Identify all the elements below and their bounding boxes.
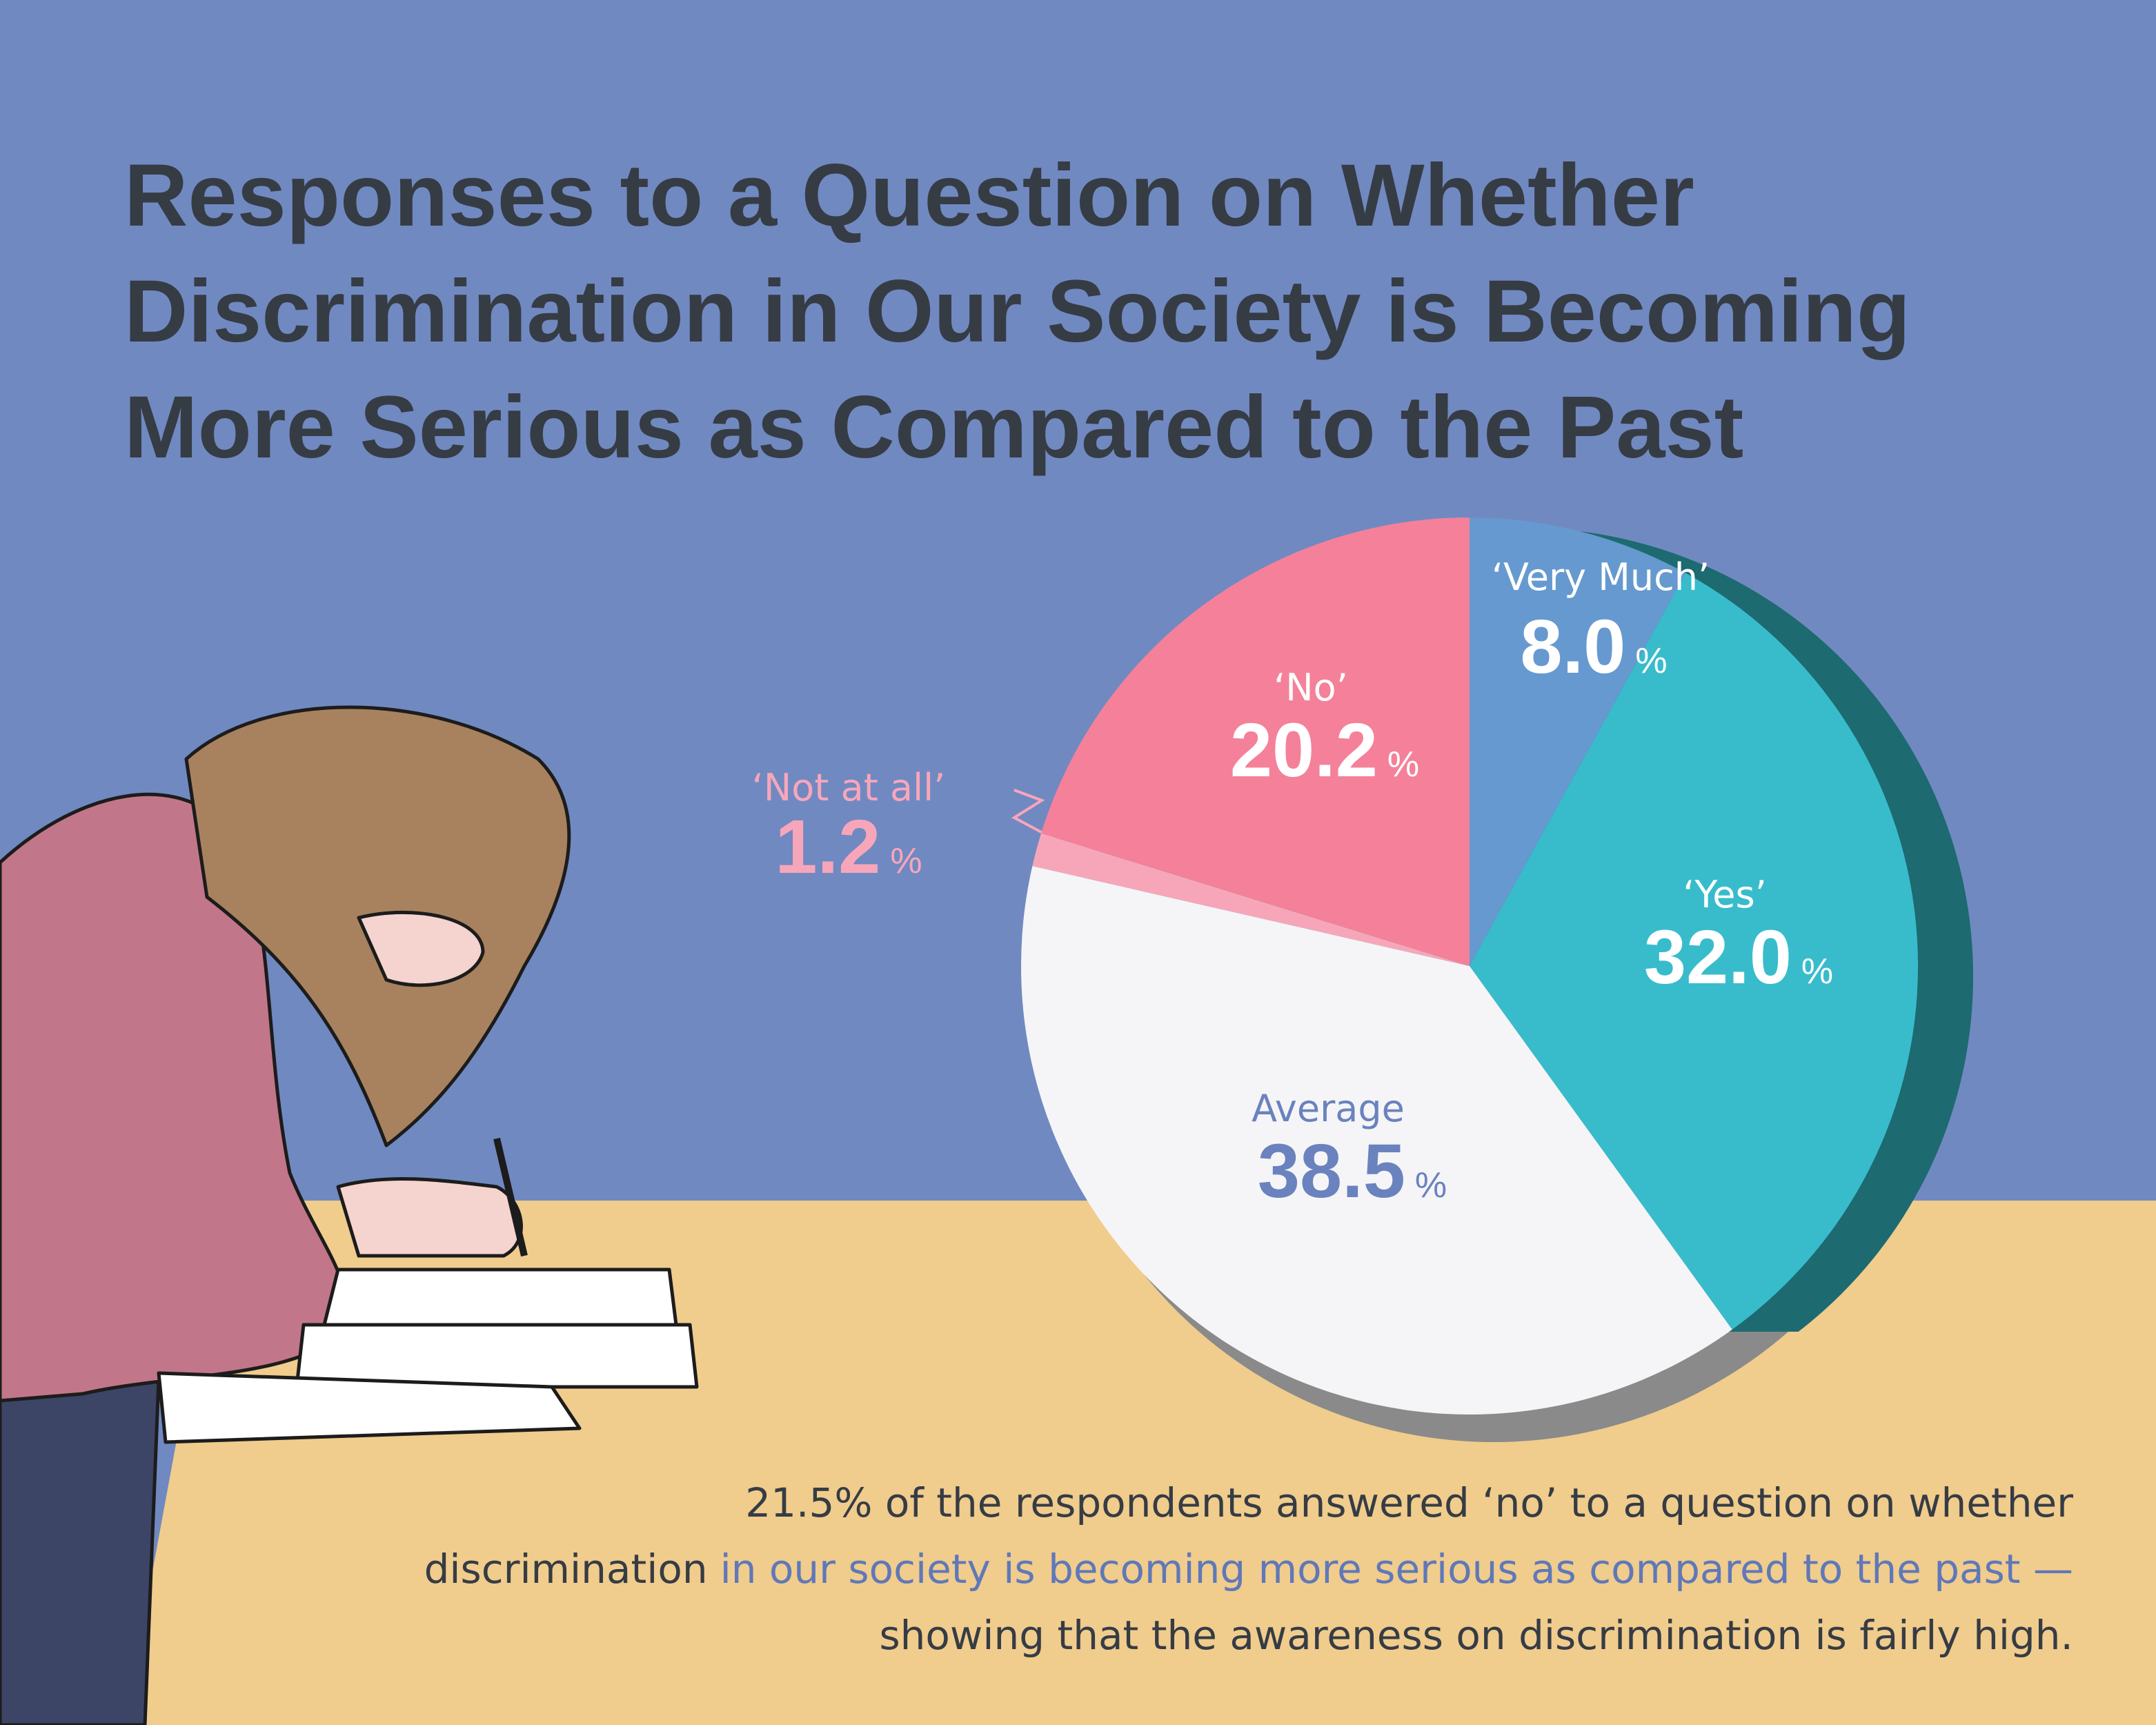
illustration: [0, 705, 699, 1725]
title-line: Responses to a Question on Whether: [124, 146, 1694, 245]
slice-value: 38.5%: [1258, 1129, 1447, 1214]
annotation-text: showing that the awareness on discrimina…: [879, 1612, 2073, 1659]
slice-value: 1.2%: [775, 805, 922, 889]
slice-name: ‘Yes’: [1683, 873, 1767, 916]
slice-name: ‘Very Much’: [1492, 555, 1710, 599]
slice-value: 8.0%: [1520, 604, 1667, 689]
annotation-text: discrimination: [424, 1546, 708, 1593]
slice-name: Average: [1252, 1087, 1405, 1130]
annotation-line: 21.5% of the respondents answered ‘no’ t…: [424, 1470, 2073, 1536]
slice-name: ‘No’: [1274, 666, 1348, 709]
annotation-text: in our society is becoming more serious …: [720, 1546, 2073, 1593]
pie-slice: [1032, 833, 1470, 966]
pie-slice: [1041, 518, 1470, 966]
pointer: [1011, 789, 1067, 847]
title-line: More Serious as Compared to the Past: [124, 378, 1744, 477]
title-line: Discrimination in Our Society is Becomin…: [124, 262, 1910, 361]
pie-slice: [1470, 518, 1686, 966]
annotation-line: discrimination in our society is becoming…: [424, 1536, 2073, 1602]
slice-value: 20.2%: [1230, 708, 1419, 793]
pie-slice: [1021, 866, 1732, 1415]
pie-slice: [1470, 573, 1918, 1330]
annotation-text: 21.5% of the respondents answered ‘no’ t…: [745, 1479, 2073, 1526]
slice-name: ‘Not at all’: [752, 766, 946, 809]
slice-value: 32.0%: [1644, 915, 1833, 1000]
annotation: 21.5% of the respondents answered ‘no’ t…: [424, 1470, 2073, 1668]
annotation-line: showing that the awareness on discrimina…: [424, 1602, 2073, 1668]
pie: [1021, 518, 1918, 1415]
title: Responses to a Question on Whether Discri…: [124, 138, 1910, 486]
